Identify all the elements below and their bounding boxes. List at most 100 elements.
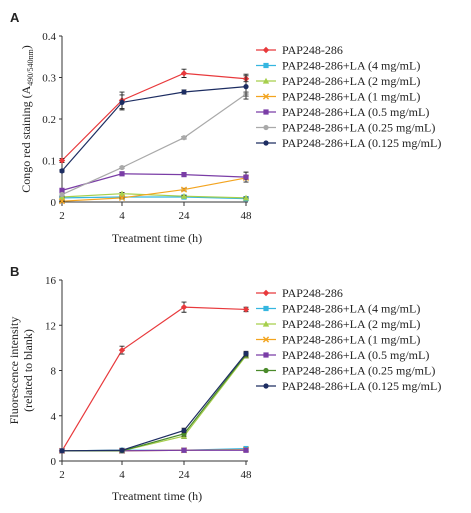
series-line xyxy=(61,86,247,172)
data-point xyxy=(180,303,188,311)
series-line xyxy=(62,354,247,452)
y-axis-label: Congo red staining (A490/540nm) xyxy=(19,45,35,192)
data-point xyxy=(242,306,250,313)
y-tick-label: 12 xyxy=(45,320,56,332)
data-point xyxy=(118,190,126,197)
data-point xyxy=(58,198,66,205)
legend-marker xyxy=(262,320,270,327)
legend-entry: PAP248-286+LA (0.125 mg/mL) xyxy=(256,379,441,393)
legend-entry: PAP248-286+LA (0.25 mg/mL) xyxy=(256,121,435,135)
data-point xyxy=(242,194,250,201)
legend-label: PAP248-286+LA (1 mg/mL) xyxy=(282,333,420,347)
data-point xyxy=(243,350,249,357)
x-tick-label: 4 xyxy=(119,210,125,222)
series-3 xyxy=(58,190,250,201)
legend-label: PAP248-286+LA (0.125 mg/mL) xyxy=(282,379,441,393)
data-point xyxy=(243,447,249,453)
legend-marker xyxy=(263,367,269,374)
legend-entry: PAP248-286+LA (4 mg/mL) xyxy=(256,59,420,73)
y-axis-label: Fluorescence intensity(related to blank) xyxy=(7,317,35,425)
legend-entry: PAP248-286+LA (0.125 mg/mL) xyxy=(256,136,441,150)
legend-entry: PAP248-286+LA (0.5 mg/mL) xyxy=(256,348,429,362)
y-tick-label: 0.1 xyxy=(42,156,56,168)
x-tick-label: 2 xyxy=(59,210,65,222)
y-tick-label: 0.3 xyxy=(42,73,56,85)
data-point xyxy=(59,191,65,198)
y-tick-label: 0.2 xyxy=(42,114,56,126)
data-point xyxy=(59,448,65,454)
legend-label: PAP248-286+LA (2 mg/mL) xyxy=(282,317,420,331)
legend-marker xyxy=(262,289,270,297)
data-point xyxy=(118,346,126,354)
x-tick-label: 48 xyxy=(241,469,253,481)
legend-marker xyxy=(262,336,270,343)
series-1 xyxy=(58,68,250,164)
legend-label: PAP248-286+LA (0.5 mg/mL) xyxy=(282,348,429,362)
data-point xyxy=(180,192,188,199)
legend-label: PAP248-286+LA (4 mg/mL) xyxy=(282,59,420,73)
legend-entry: PAP248-286+LA (2 mg/mL) xyxy=(256,317,420,331)
legend-label: PAP248-286+LA (4 mg/mL) xyxy=(282,302,420,316)
data-point xyxy=(181,135,187,141)
panel-letter: A xyxy=(10,10,20,25)
legend-label: PAP248-286 xyxy=(282,286,343,300)
series-3 xyxy=(58,352,250,454)
data-point xyxy=(180,70,188,77)
y-tick-label: 0.4 xyxy=(42,31,56,43)
data-point xyxy=(119,171,125,177)
series-7 xyxy=(59,350,249,454)
legend-marker xyxy=(263,124,269,131)
series-6 xyxy=(59,351,249,454)
data-point xyxy=(59,168,65,174)
data-point xyxy=(58,157,66,164)
data-point xyxy=(119,99,125,105)
legend-entry: PAP248-286+LA (0.5 mg/mL) xyxy=(256,105,429,119)
series-line xyxy=(61,193,247,199)
data-point xyxy=(181,447,187,453)
series-5 xyxy=(59,171,249,193)
data-point xyxy=(243,174,249,180)
series-line xyxy=(62,355,247,452)
x-axis-label: Treatment time (h) xyxy=(112,489,202,503)
data-point xyxy=(243,84,249,90)
legend-label: PAP248-286+LA (0.5 mg/mL) xyxy=(282,105,429,119)
data-point xyxy=(59,187,65,193)
y-tick-label: 16 xyxy=(45,275,57,287)
series-4 xyxy=(58,174,250,205)
series-7 xyxy=(59,73,249,174)
legend-label: PAP248-286 xyxy=(282,43,343,57)
legend-entry: PAP248-286+LA (0.25 mg/mL) xyxy=(256,364,435,378)
data-point xyxy=(181,172,187,178)
legend-marker xyxy=(262,77,270,84)
legend-marker xyxy=(263,383,269,389)
legend-entry: PAP248-286+LA (2 mg/mL) xyxy=(256,74,420,88)
legend-label: PAP248-286+LA (0.25 mg/mL) xyxy=(282,121,435,135)
x-tick-label: 2 xyxy=(59,469,65,481)
series-line xyxy=(61,93,247,196)
panel-letter: B xyxy=(10,264,19,279)
series-line xyxy=(61,306,247,452)
data-point xyxy=(180,186,188,193)
data-point xyxy=(119,447,125,453)
legend-marker xyxy=(262,46,270,54)
series-line xyxy=(61,173,247,191)
legend-label: PAP248-286+LA (1 mg/mL) xyxy=(282,90,420,104)
legend-marker xyxy=(263,140,269,146)
legend-entry: PAP248-286 xyxy=(256,43,343,57)
legend-entry: PAP248-286+LA (1 mg/mL) xyxy=(256,333,420,347)
series-line xyxy=(61,353,247,452)
legend-marker xyxy=(262,93,270,100)
data-point xyxy=(181,89,187,95)
data-point xyxy=(118,194,126,201)
legend-marker xyxy=(263,305,269,312)
x-tick-label: 48 xyxy=(241,210,253,222)
data-point xyxy=(181,427,187,434)
y-tick-label: 8 xyxy=(51,366,57,378)
x-axis-label: Treatment time (h) xyxy=(112,231,202,245)
legend-marker xyxy=(263,352,269,358)
x-tick-label: 24 xyxy=(179,469,191,481)
y-tick-label: 4 xyxy=(51,411,57,423)
x-tick-label: 4 xyxy=(119,469,125,481)
